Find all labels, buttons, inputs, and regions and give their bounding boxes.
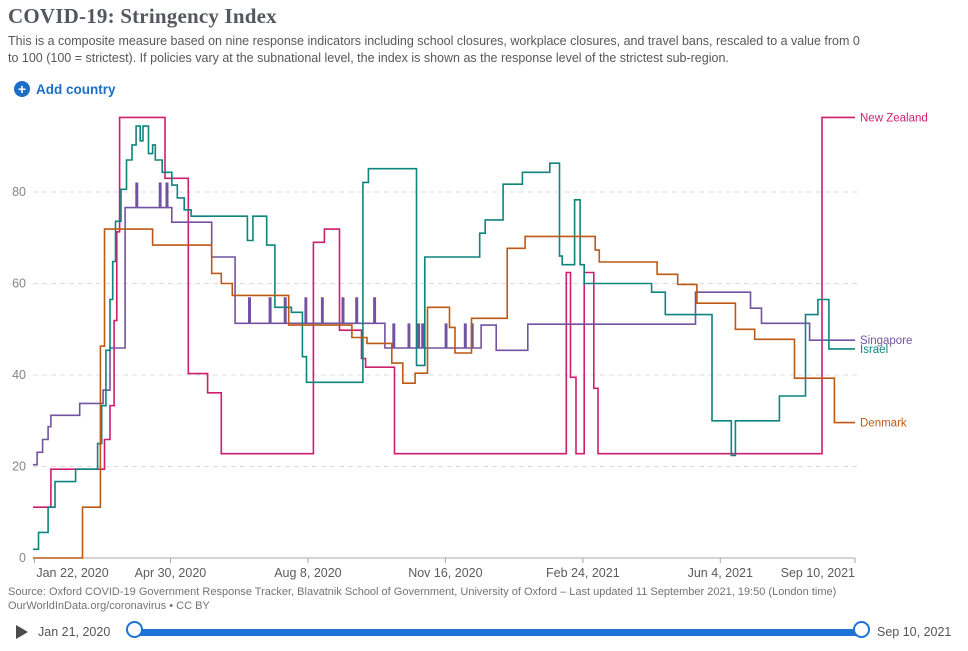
timeline-start-label: Jan 21, 2020	[38, 625, 111, 639]
x-tick-label: Aug 8, 2020	[274, 566, 341, 580]
series-line-new-zealand[interactable]	[33, 116, 855, 508]
page-title: COVID-19: Stringency Index	[8, 4, 277, 28]
series-label-singapore[interactable]: Singapore	[860, 335, 912, 347]
y-tick-label-40: 40	[12, 368, 26, 382]
series-line-denmark[interactable]	[33, 228, 855, 559]
line-chart-canvas[interactable]: 0 20 40 60 80 Jan 22, 2020 Apr 30, 2020 Aug 8, …	[0, 0, 968, 584]
x-tick-label: Nov 16, 2020	[408, 566, 482, 580]
x-tick-label: Apr 30, 2020	[135, 566, 207, 580]
play-button[interactable]	[15, 624, 31, 640]
series-label-denmark[interactable]: Denmark	[860, 418, 907, 430]
y-tick-label-60: 60	[12, 277, 26, 291]
timeline-end-label: Sep 10, 2021	[877, 625, 952, 639]
timeline-end-handle[interactable]	[853, 621, 870, 638]
y-tick-label-0: 0	[19, 551, 26, 565]
y-tick-label-20: 20	[12, 460, 26, 474]
source-link[interactable]: OurWorldInData.org/coronavirus	[8, 600, 167, 613]
x-tick-label: Jan 22, 2020	[36, 566, 108, 580]
timeline-start-handle[interactable]	[126, 621, 143, 638]
y-tick-label-80: 80	[12, 185, 26, 199]
timeline-slider: Jan 21, 2020 Sep 10, 2021	[0, 620, 968, 650]
x-tick-label: Sep 10, 2021	[781, 566, 855, 580]
chart-subtitle: This is a composite measure based on nin…	[8, 34, 860, 65]
series-label-israel[interactable]: Israel	[860, 344, 888, 356]
plus-circle-icon: +	[14, 81, 30, 97]
x-tick-label: Feb 24, 2021	[546, 566, 620, 580]
source-note: Source: Oxford COVID-19 Government Respo…	[8, 585, 908, 614]
timeline-track[interactable]	[132, 629, 864, 636]
source-line-1: Source: Oxford COVID-19 Government Respo…	[8, 586, 837, 598]
add-country-label: Add country	[36, 81, 116, 97]
license-text: • CC BY	[166, 600, 210, 613]
series-label-new-zealand[interactable]: New Zealand	[860, 112, 928, 124]
x-tick-label: Jun 4, 2021	[688, 566, 753, 580]
add-country-button[interactable]: + Add country	[10, 79, 120, 99]
play-icon	[16, 625, 28, 639]
source-line-2: OurWorldInData.org/coronavirus • CC BY	[8, 599, 908, 613]
series-line-israel[interactable]	[33, 125, 855, 551]
series-line-singapore[interactable]	[33, 182, 855, 466]
